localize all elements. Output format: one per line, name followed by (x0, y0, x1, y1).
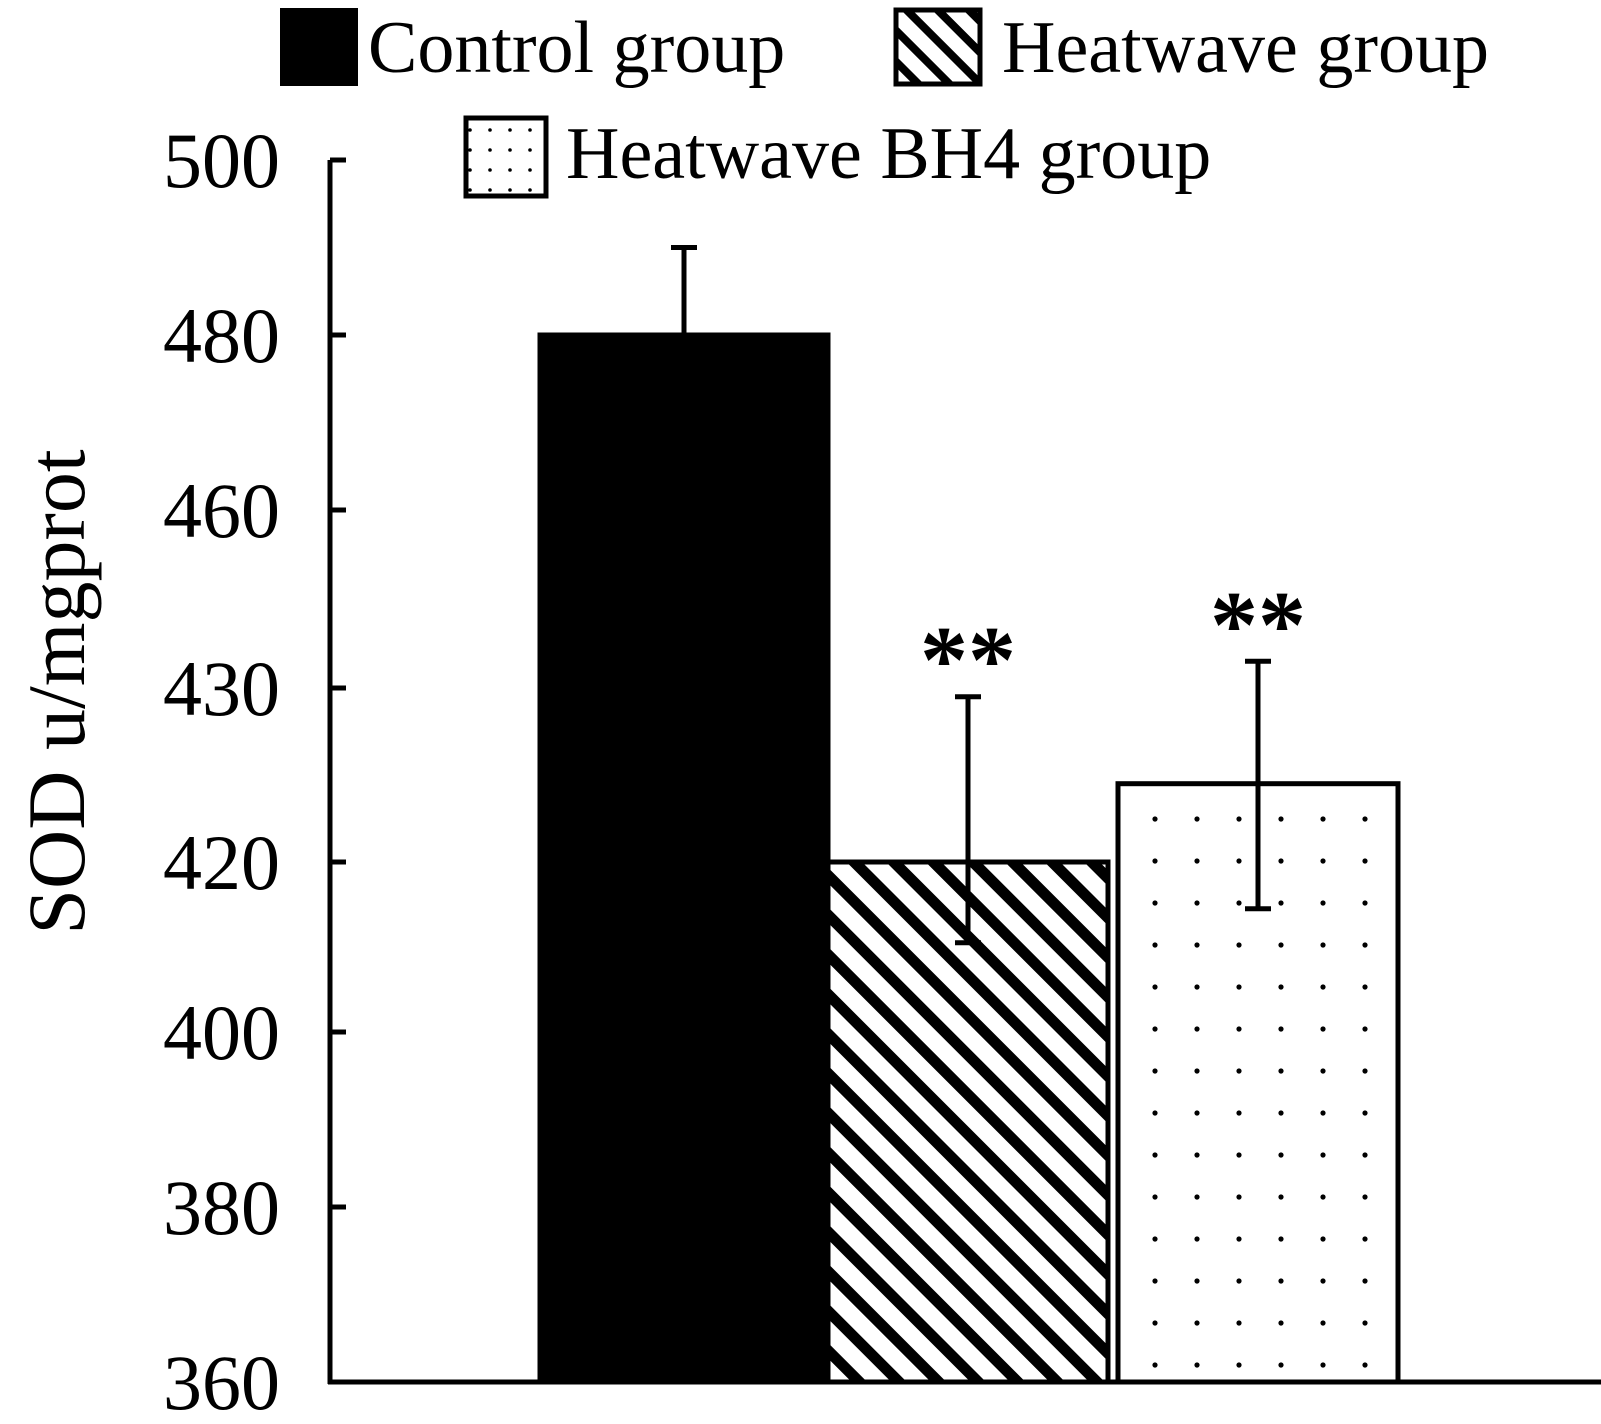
y-tick-label: 460 (163, 467, 280, 554)
legend-swatch-heatwave (893, 7, 983, 87)
y-tick-label: 480 (163, 292, 280, 379)
y-tick-label: 430 (163, 645, 280, 732)
y-tick-label: 400 (163, 989, 280, 1076)
significance-label-3: ** (1210, 571, 1306, 678)
bar-1 (537, 332, 831, 1385)
y-tick-label: 500 (163, 117, 280, 204)
legend-swatch-control (280, 8, 358, 86)
legend-label-heatwave-bh4: Heatwave BH4 group (566, 113, 1211, 195)
legend-label-control: Control group (368, 7, 785, 89)
legend-label-heatwave: Heatwave group (1002, 7, 1489, 89)
y-tick-label: 360 (163, 1339, 280, 1424)
legend-swatch-heatwave-bh4 (463, 115, 549, 199)
significance-label-2: ** (920, 607, 1016, 714)
y-ticks: 360 380 400 420 430 460 480 500 (163, 117, 346, 1424)
bar-2 (825, 859, 1111, 1385)
y-tick-label: 420 (163, 819, 280, 906)
y-tick-label: 380 (163, 1164, 280, 1251)
legend: Control group Heatwave group Heatwave BH… (280, 7, 1489, 199)
bars: ** ** (537, 245, 1401, 1385)
y-axis-label: SOD u/mgprot (11, 449, 102, 934)
